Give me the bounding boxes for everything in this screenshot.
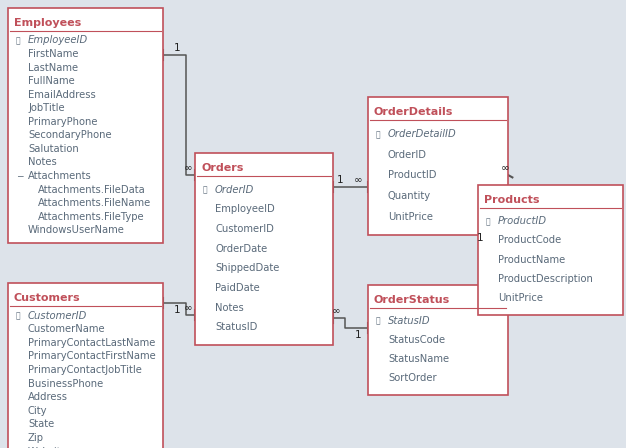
Text: ⚿: ⚿ xyxy=(16,36,21,45)
Text: OrderDate: OrderDate xyxy=(215,244,267,254)
Text: State: State xyxy=(28,419,54,429)
Text: SecondaryPhone: SecondaryPhone xyxy=(28,130,111,140)
Text: Attachments: Attachments xyxy=(28,171,92,181)
Text: EmployeeID: EmployeeID xyxy=(215,204,275,215)
Bar xyxy=(195,153,333,345)
Text: Attachments.FileType: Attachments.FileType xyxy=(38,211,145,222)
Text: Attachments.FileData: Attachments.FileData xyxy=(38,185,146,194)
Text: StatusName: StatusName xyxy=(388,354,449,364)
Bar xyxy=(8,283,163,448)
Text: LastName: LastName xyxy=(28,63,78,73)
Text: Salutation: Salutation xyxy=(28,144,79,154)
Bar xyxy=(368,285,508,395)
Text: OrderDetails: OrderDetails xyxy=(374,107,453,117)
Text: City: City xyxy=(28,406,48,416)
Text: ProductName: ProductName xyxy=(498,254,565,265)
Text: Notes: Notes xyxy=(28,157,57,168)
Text: PrimaryPhone: PrimaryPhone xyxy=(28,117,98,127)
Text: OrderID: OrderID xyxy=(215,185,254,195)
Text: Zip: Zip xyxy=(28,433,44,443)
Text: ⚿: ⚿ xyxy=(376,130,381,139)
Text: PrimaryContactJobTitle: PrimaryContactJobTitle xyxy=(28,365,142,375)
Text: CustomerID: CustomerID xyxy=(215,224,274,234)
Text: ProductCode: ProductCode xyxy=(498,236,562,246)
Text: SortOrder: SortOrder xyxy=(388,373,436,383)
Text: Website: Website xyxy=(28,447,68,448)
Text: Attachments.FileName: Attachments.FileName xyxy=(38,198,151,208)
Text: ProductID: ProductID xyxy=(498,216,547,226)
Text: ⚿: ⚿ xyxy=(203,185,208,194)
Text: ∞: ∞ xyxy=(354,175,362,185)
Text: PaidDate: PaidDate xyxy=(215,283,260,293)
Text: BusinessPhone: BusinessPhone xyxy=(28,379,103,388)
Bar xyxy=(478,185,623,315)
Text: ∞: ∞ xyxy=(183,163,192,173)
Bar xyxy=(8,8,163,243)
Text: Customers: Customers xyxy=(14,293,81,303)
Text: 1: 1 xyxy=(355,330,361,340)
Text: Orders: Orders xyxy=(201,163,244,173)
Text: FirstName: FirstName xyxy=(28,49,78,59)
Bar xyxy=(368,97,508,235)
Text: 1: 1 xyxy=(173,43,180,53)
Text: Quantity: Quantity xyxy=(388,191,431,201)
Text: ProductDescription: ProductDescription xyxy=(498,274,593,284)
Text: OrderDetailID: OrderDetailID xyxy=(388,129,457,139)
Text: ⚿: ⚿ xyxy=(16,311,21,320)
Text: −: − xyxy=(16,172,24,181)
Text: ProductID: ProductID xyxy=(388,171,436,181)
Text: FullName: FullName xyxy=(28,76,74,86)
Text: 1: 1 xyxy=(476,233,483,243)
Text: ⚿: ⚿ xyxy=(486,217,491,226)
Text: PrimaryContactLastName: PrimaryContactLastName xyxy=(28,338,155,348)
Text: EmailAddress: EmailAddress xyxy=(28,90,96,99)
Text: UnitPrice: UnitPrice xyxy=(388,211,433,222)
Text: ⚿: ⚿ xyxy=(376,317,381,326)
Text: Products: Products xyxy=(484,195,540,205)
Text: JobTitle: JobTitle xyxy=(28,103,64,113)
Text: 1: 1 xyxy=(337,175,343,185)
Text: ∞: ∞ xyxy=(183,303,192,313)
Text: Employees: Employees xyxy=(14,18,81,28)
Text: ∞: ∞ xyxy=(501,163,510,173)
Text: StatusCode: StatusCode xyxy=(388,335,445,345)
Text: WindowsUserName: WindowsUserName xyxy=(28,225,125,235)
Text: StatusID: StatusID xyxy=(388,316,431,326)
Text: CustomerID: CustomerID xyxy=(28,310,88,320)
Text: ShippedDate: ShippedDate xyxy=(215,263,279,273)
Text: PrimaryContactFirstName: PrimaryContactFirstName xyxy=(28,351,156,362)
Text: OrderID: OrderID xyxy=(388,150,427,160)
Text: OrderStatus: OrderStatus xyxy=(374,295,450,305)
Text: Address: Address xyxy=(28,392,68,402)
Text: ∞: ∞ xyxy=(332,306,341,316)
Text: CustomerName: CustomerName xyxy=(28,324,106,334)
Text: StatusID: StatusID xyxy=(215,322,257,332)
Text: EmployeeID: EmployeeID xyxy=(28,35,88,46)
Text: UnitPrice: UnitPrice xyxy=(498,293,543,303)
Text: 1: 1 xyxy=(173,305,180,315)
Text: Notes: Notes xyxy=(215,303,244,313)
